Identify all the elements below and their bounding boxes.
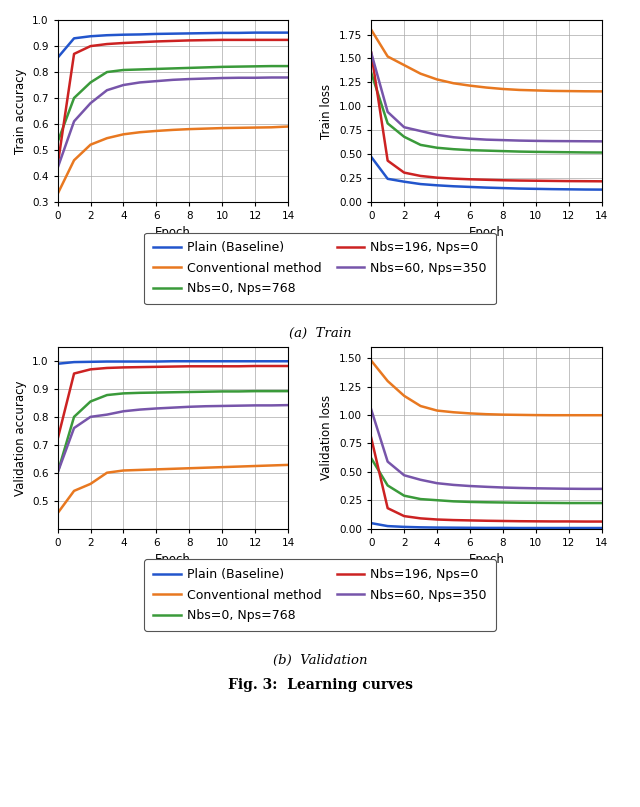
- X-axis label: Epoch: Epoch: [468, 226, 504, 240]
- Y-axis label: Train accuracy: Train accuracy: [13, 69, 26, 153]
- X-axis label: Epoch: Epoch: [468, 553, 504, 567]
- Text: (b)  Validation: (b) Validation: [273, 654, 367, 667]
- Y-axis label: Train loss: Train loss: [321, 83, 333, 139]
- Y-axis label: Validation accuracy: Validation accuracy: [13, 380, 26, 495]
- Text: Fig. 3:  Learning curves: Fig. 3: Learning curves: [227, 678, 413, 692]
- Y-axis label: Validation loss: Validation loss: [321, 395, 333, 480]
- X-axis label: Epoch: Epoch: [155, 553, 191, 567]
- Text: (a)  Train: (a) Train: [289, 327, 351, 340]
- Legend: Plain (Baseline), Conventional method, Nbs=0, Nps=768, Nbs=196, Nps=0, Nbs=60, N: Plain (Baseline), Conventional method, N…: [145, 559, 495, 631]
- X-axis label: Epoch: Epoch: [155, 226, 191, 240]
- Legend: Plain (Baseline), Conventional method, Nbs=0, Nps=768, Nbs=196, Nps=0, Nbs=60, N: Plain (Baseline), Conventional method, N…: [145, 232, 495, 304]
